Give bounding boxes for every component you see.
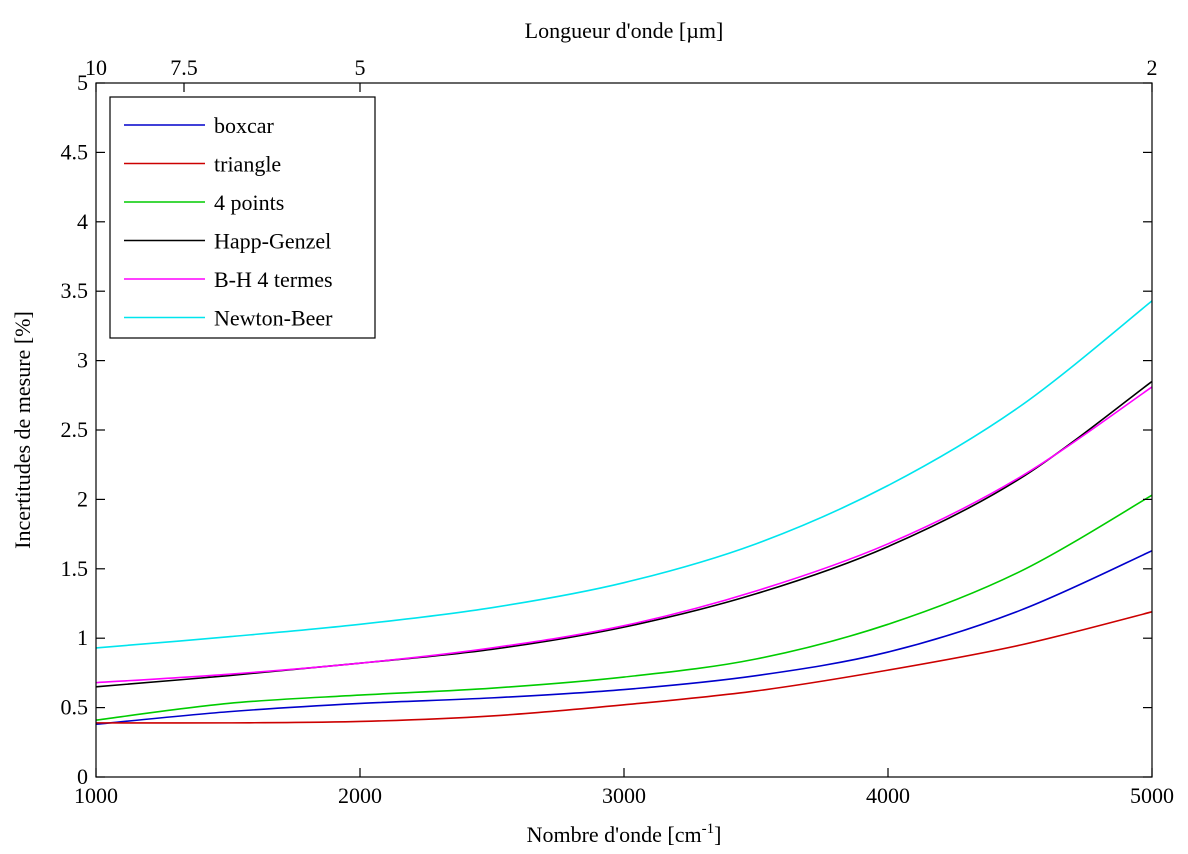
legend-label-4-points: 4 points [214,190,284,215]
series-line-boxcar [95,550,1153,726]
legend-label-boxcar: boxcar [214,113,275,138]
x-tick-label: 2000 [338,783,382,808]
y-tick-label: 3.5 [61,278,89,303]
series-layer [95,300,1153,726]
y-tick-label: 1.5 [61,556,89,581]
y-axis-label: Incertitudes de mesure [%] [10,311,35,549]
legend-label-triangle: triangle [214,152,281,177]
x-tick-label: 4000 [866,783,910,808]
y-tick-label: 5 [77,70,88,95]
series-line-4-points [95,494,1153,721]
top-x-tick-label: 5 [355,55,366,80]
series-line-triangle [95,611,1153,724]
top-x-axis-label: Longueur d'onde [µm] [525,18,724,43]
legend-box [109,96,376,339]
y-tick-label: 2 [77,486,88,511]
top-x-tick-label: 10 [85,55,107,80]
series-line-newton-beer [95,300,1153,649]
y-tick-label: 1 [77,625,88,650]
x-axis-label-superscript: -1 [702,821,715,837]
y-tick-label: 2.5 [61,417,89,442]
legend-label-happ-genzel: Happ-Genzel [214,229,331,254]
x-axis-label-end: ] [714,822,721,847]
y-tick-label: 0.5 [61,695,89,720]
y-axis: 0 0.5 1 1.5 2 2.5 3 3.5 4 4.5 5 [61,70,1152,789]
top-x-axis: 10 7.5 5 2 [85,55,1158,92]
y-tick-label: 4 [77,209,88,234]
legend-label-newton-beer: Newton-Beer [214,306,333,331]
top-x-tick-label: 2 [1147,55,1158,80]
top-x-tick-label: 7.5 [170,55,198,80]
x-axis-label: Nombre d'onde [cm-1] [527,821,722,847]
x-tick-label: 1000 [74,783,118,808]
x-axis-label-main: Nombre d'onde [cm [527,822,702,847]
y-tick-label: 3 [77,348,88,373]
series-line-b-h-4-termes [95,386,1153,684]
y-tick-label: 4.5 [61,139,89,164]
y-tick-label: 0 [77,764,88,789]
x-tick-label: 3000 [602,783,646,808]
legend-label-b-h-4-termes: B-H 4 termes [214,267,333,292]
x-axis: 1000 2000 3000 4000 5000 [74,768,1174,808]
x-tick-label: 5000 [1130,783,1174,808]
legend: boxcar triangle 4 points Happ-Genzel B-H 4 t… [109,96,376,339]
